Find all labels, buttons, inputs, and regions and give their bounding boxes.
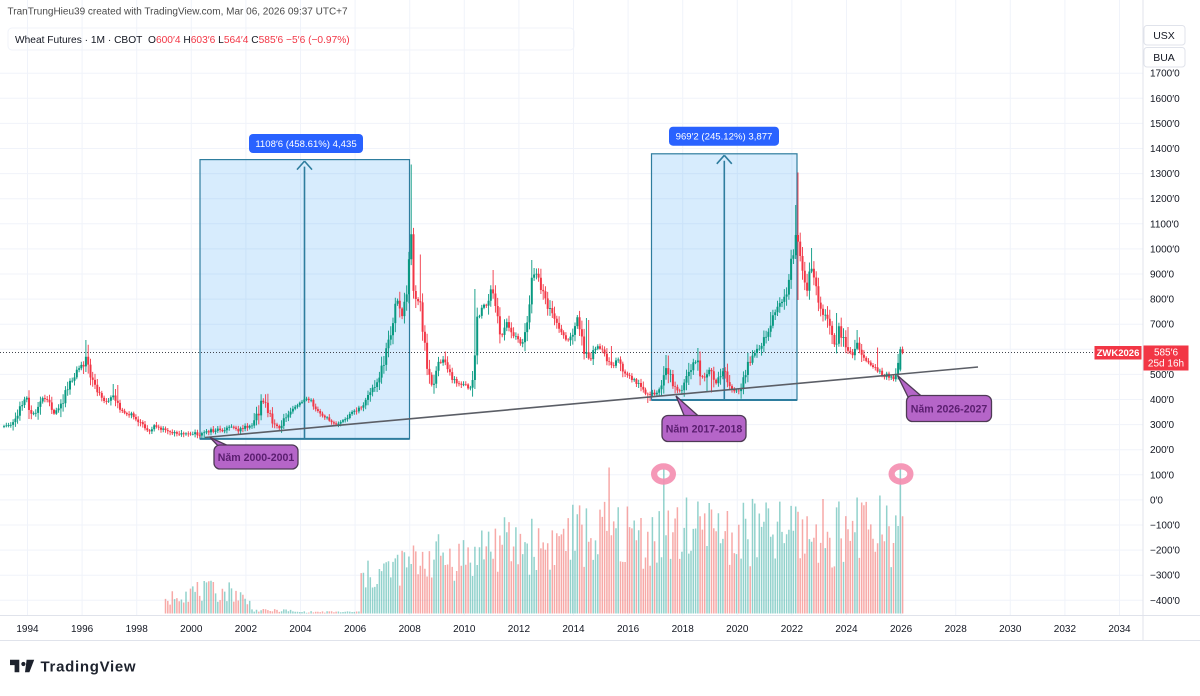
svg-text:1600′0: 1600′0: [1150, 94, 1180, 105]
svg-text:585′6: 585′6: [1154, 348, 1179, 359]
svg-text:2028: 2028: [945, 624, 968, 635]
svg-text:1200′0: 1200′0: [1150, 194, 1180, 205]
svg-text:2020: 2020: [726, 624, 749, 635]
svg-text:700′0: 700′0: [1150, 320, 1175, 331]
svg-text:300′0: 300′0: [1150, 420, 1175, 431]
svg-text:2012: 2012: [508, 624, 531, 635]
svg-text:2000: 2000: [180, 624, 203, 635]
svg-text:Năm 2026-2027: Năm 2026-2027: [911, 404, 988, 416]
svg-text:Năm 2017-2018: Năm 2017-2018: [666, 424, 743, 436]
svg-text:TradingView: TradingView: [41, 659, 137, 676]
svg-text:2034: 2034: [1108, 624, 1131, 635]
svg-text:400′0: 400′0: [1150, 395, 1175, 406]
svg-text:1000′0: 1000′0: [1150, 244, 1180, 255]
svg-text:1300′0: 1300′0: [1150, 169, 1180, 180]
svg-text:1998: 1998: [126, 624, 149, 635]
svg-text:2004: 2004: [289, 624, 312, 635]
svg-text:−200′0: −200′0: [1150, 546, 1180, 557]
svg-text:2026: 2026: [890, 624, 913, 635]
svg-text:800′0: 800′0: [1150, 295, 1175, 306]
svg-text:2010: 2010: [453, 624, 476, 635]
svg-text:1700′0: 1700′0: [1150, 69, 1180, 80]
svg-text:900′0: 900′0: [1150, 270, 1175, 281]
svg-text:1996: 1996: [71, 624, 94, 635]
svg-text:0′0: 0′0: [1150, 495, 1163, 506]
svg-text:1100′0: 1100′0: [1150, 219, 1179, 230]
svg-text:ZWK2026: ZWK2026: [1097, 348, 1140, 359]
svg-text:Năm 2000-2001: Năm 2000-2001: [218, 452, 295, 464]
svg-text:2006: 2006: [344, 624, 367, 635]
svg-text:200′0: 200′0: [1150, 445, 1175, 456]
svg-text:969′2 (245.12%) 3,877: 969′2 (245.12%) 3,877: [676, 132, 773, 143]
svg-text:−400′0: −400′0: [1150, 596, 1180, 607]
svg-text:USX: USX: [1153, 30, 1175, 42]
svg-text:1400′0: 1400′0: [1150, 144, 1180, 155]
svg-text:2032: 2032: [1054, 624, 1077, 635]
svg-text:2008: 2008: [399, 624, 422, 635]
svg-text:2030: 2030: [999, 624, 1022, 635]
svg-text:2022: 2022: [781, 624, 804, 635]
svg-text:1994: 1994: [16, 624, 39, 635]
svg-text:2014: 2014: [562, 624, 585, 635]
svg-text:2002: 2002: [235, 624, 258, 635]
svg-text:25d 16h: 25d 16h: [1148, 359, 1184, 370]
svg-text:−300′0: −300′0: [1150, 571, 1180, 582]
svg-text:2016: 2016: [617, 624, 640, 635]
svg-text:100′0: 100′0: [1150, 470, 1175, 481]
svg-text:1500′0: 1500′0: [1150, 119, 1180, 130]
svg-text:Wheat Futures · 1M · CBOT O60: Wheat Futures · 1M · CBOT O600′4 H603′6 …: [15, 35, 350, 46]
svg-text:2024: 2024: [835, 624, 858, 635]
svg-text:−100′0: −100′0: [1150, 521, 1180, 532]
svg-text:BUA: BUA: [1153, 52, 1175, 64]
svg-text:500′0: 500′0: [1150, 370, 1175, 381]
svg-text:1108′6 (458.61%) 4,435: 1108′6 (458.61%) 4,435: [255, 139, 356, 150]
svg-text:TranTrungHieu39 created with T: TranTrungHieu39 created with TradingView…: [8, 7, 349, 18]
svg-text:2018: 2018: [672, 624, 695, 635]
